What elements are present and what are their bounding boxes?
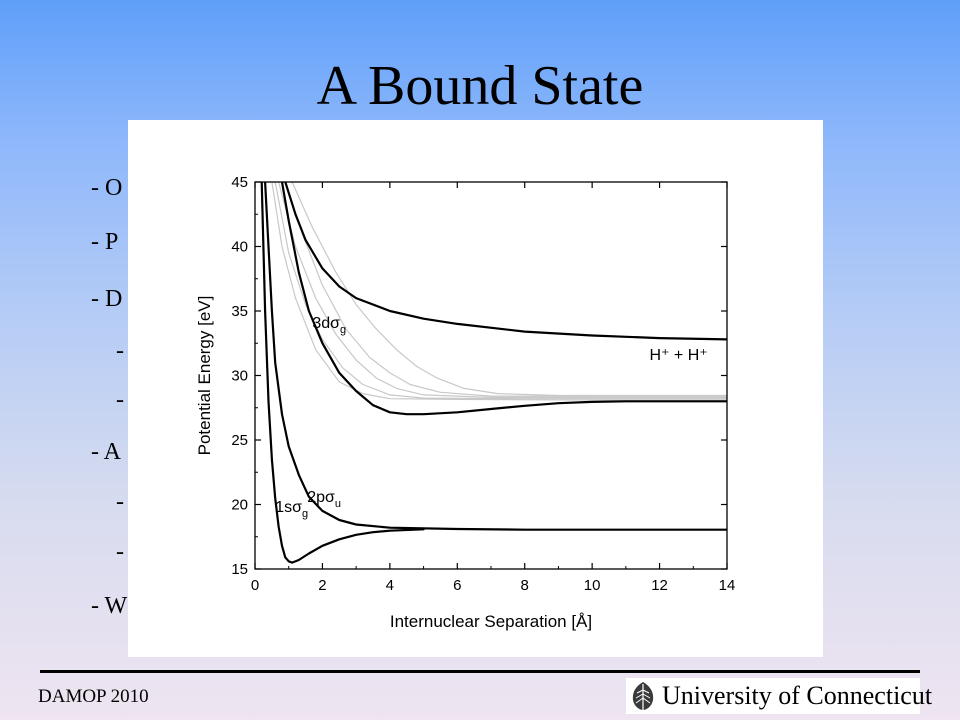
chart-panel: 0 2 4 6 8 10 12 14 15 20 25 30 35 40 45 3dσg 2pσu 1sσg H⁺… <box>128 120 823 657</box>
curve-excited-state <box>274 182 727 400</box>
footer-rule <box>40 670 920 673</box>
y-tick-label: 40 <box>231 239 248 256</box>
x-tick-label: 8 <box>521 577 529 594</box>
y-tick-label: 15 <box>231 561 248 578</box>
bullet-4: - A <box>91 439 121 465</box>
curve-label: 2pσu <box>307 489 341 510</box>
x-tick-label: 4 <box>386 577 394 594</box>
x-tick-label: 12 <box>651 577 668 594</box>
curve-excited-state <box>278 182 727 398</box>
bullet-3a: - <box>116 338 124 364</box>
bullet-1: - O <box>91 175 123 201</box>
x-tick-label: 14 <box>719 577 736 594</box>
x-axis-label: Internuclear Separation [Å] <box>390 612 592 631</box>
bullet-4a: - <box>116 489 124 515</box>
curve-excited-state <box>271 182 727 401</box>
university-logo: University of Connecticut <box>626 678 932 714</box>
y-tick-label: 45 <box>231 174 248 191</box>
y-tick-label: 30 <box>231 368 248 385</box>
curve-label: 1sσg <box>275 499 308 520</box>
university-name: University of Connecticut <box>662 681 933 710</box>
curve-label: 3dσg <box>312 315 346 336</box>
curve-excited-state <box>284 182 727 397</box>
bullet-2: - P <box>91 229 119 255</box>
x-tick-label: 0 <box>251 577 259 594</box>
curve-1s-g <box>260 182 425 564</box>
y-tick-label: 25 <box>231 432 248 449</box>
oak-leaf-icon <box>632 682 654 711</box>
curve-3d-g <box>280 182 727 416</box>
slide-title: A Bound State <box>316 55 644 117</box>
curve-label: H⁺ + H⁺ <box>649 347 707 364</box>
bullet-4b: - <box>116 539 124 565</box>
bullet-3b: - <box>116 387 124 413</box>
bullet-3: - D <box>91 286 123 312</box>
plot-frame <box>254 181 728 570</box>
y-axis-label: Potential Energy [eV] <box>195 296 214 456</box>
curve-excited-state <box>291 182 727 397</box>
x-tick-label: 10 <box>584 577 601 594</box>
bullet-5: - W <box>91 593 128 619</box>
x-tick-label: 6 <box>453 577 461 594</box>
curve-h-h- <box>284 182 727 341</box>
footer-conference: DAMOP 2010 <box>38 686 149 707</box>
y-tick-label: 35 <box>231 303 248 320</box>
y-tick-label: 20 <box>231 497 248 514</box>
curve-2p-u <box>264 182 727 531</box>
x-tick-label: 2 <box>318 577 326 594</box>
